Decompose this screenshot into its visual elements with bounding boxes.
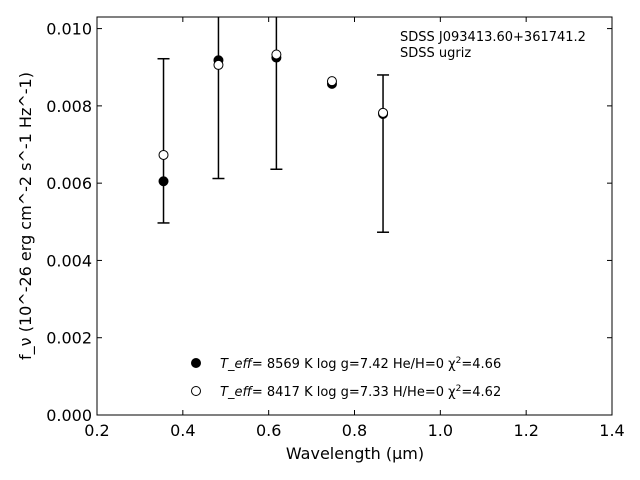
legend-2-params: = 8417 K log g=7.33 H/He=0 χ: [252, 385, 456, 400]
x-axis-label: Wavelength (μm): [286, 444, 424, 463]
model-point-open: [378, 107, 389, 118]
legend-entry-1: T_eff= 8569 K log g=7.42 He/H=0 χ2=4.66: [220, 356, 501, 372]
legend-marker-filled: [191, 358, 201, 368]
y-tick-label: 0.002: [46, 329, 92, 348]
model-point-filled: [158, 176, 169, 187]
x-tick-label: 0.2: [84, 421, 109, 440]
y-tick-label: 0.000: [46, 406, 92, 425]
legend-1-teff: T_eff: [220, 357, 253, 372]
x-tick-label: 1.2: [513, 421, 538, 440]
x-tick-label: 1.4: [599, 421, 624, 440]
legend: T_eff= 8569 K log g=7.42 He/H=0 χ2=4.66 …: [191, 356, 501, 400]
plot-frame: [96, 16, 613, 416]
model-point-open: [158, 149, 169, 160]
model-point-open: [326, 76, 337, 87]
legend-marker-open: [191, 386, 201, 396]
legend-1-chi-value: =4.66: [461, 357, 501, 372]
axis-ticks: [96, 17, 613, 416]
y-tick-label: 0.010: [46, 20, 92, 39]
model-point-open: [271, 49, 282, 60]
x-tick-label: 1.0: [428, 421, 453, 440]
error-bars: [157, 17, 390, 233]
model-point-open: [213, 59, 224, 70]
legend-1-params: = 8569 K log g=7.42 He/H=0 χ: [252, 357, 456, 372]
x-tick-label: 0.6: [256, 421, 281, 440]
x-tick-label: 0.8: [342, 421, 367, 440]
y-tick-label: 0.004: [46, 251, 92, 270]
legend-2-teff: T_eff: [220, 385, 253, 400]
legend-2-chi-value: =4.62: [461, 385, 501, 400]
legend-entry-2: T_eff= 8417 K log g=7.33 H/He=0 χ2=4.62: [220, 384, 501, 400]
y-axis-label: f_ν (10^-26 erg cm^-2 s^-1 Hz^-1): [16, 72, 36, 360]
x-tick-label: 0.4: [170, 421, 195, 440]
legend-1-chi-power: 2: [456, 356, 462, 366]
y-tick-label: 0.008: [46, 97, 92, 116]
data-points: [158, 49, 389, 187]
legend-2-chi-power: 2: [456, 384, 462, 394]
y-tick-label: 0.006: [46, 174, 92, 193]
filter-system-annotation: SDSS ugriz: [400, 46, 471, 61]
object-name-annotation: SDSS J093413.60+361741.2: [400, 30, 586, 45]
